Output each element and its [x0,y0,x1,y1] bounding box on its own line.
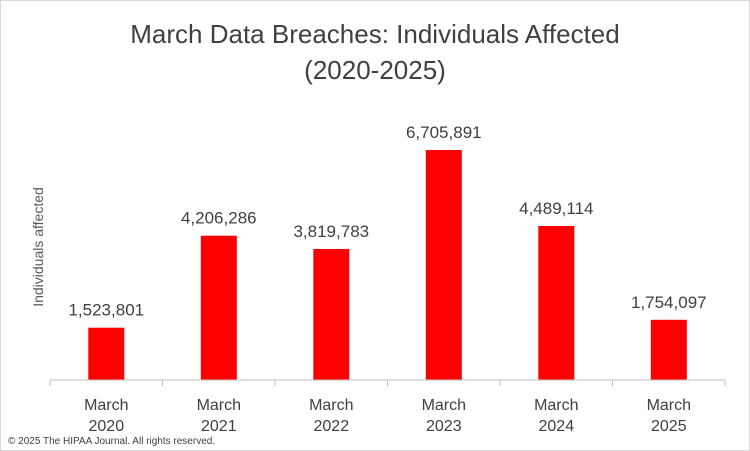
data-label-5: 1,754,097 [631,293,707,312]
data-label-1: 4,206,286 [181,209,257,228]
x-tick-label-2-line-0: March [309,397,353,414]
x-tick-label-0-line-1: 2020 [89,418,125,435]
data-label-0: 1,523,801 [68,301,144,320]
chart-title-line-2: (2020-2025) [304,55,446,85]
data-label-3: 6,705,891 [406,123,482,142]
x-tick-label-1-line-0: March [197,397,241,414]
bar-4 [538,226,575,380]
data-label-4: 4,489,114 [519,199,593,218]
x-tick-label-3-line-0: March [422,397,466,414]
x-tick-label-5-line-0: March [647,397,691,414]
chart-title-line-1: March Data Breaches: Individuals Affecte… [130,19,620,49]
copyright-notice: © 2025 The HIPAA Journal. All rights res… [8,436,216,447]
x-tick-label-1: March 2021 [197,397,241,435]
bar-1 [200,235,237,380]
x-tick-label-3-line-1: 2023 [426,418,462,435]
x-tick-label-4-line-1: 2024 [539,418,575,435]
x-tick-label-2: March 2022 [309,397,353,435]
x-tick-label-0-line-0: March [84,397,128,414]
chart-title: March Data Breaches: Individuals Affecte… [0,16,750,88]
data-label-2: 3,819,783 [293,222,369,241]
bar-5 [650,319,687,380]
x-tick-label-5: March 2025 [647,397,691,435]
x-tick-label-3: March 2023 [422,397,466,435]
bar-2 [313,249,350,380]
x-tick-label-2-line-1: 2022 [314,418,350,435]
x-tick-label-1-line-1: 2021 [201,418,237,435]
x-tick-label-5-line-1: 2025 [651,418,687,435]
x-tick-label-4-line-0: March [534,397,578,414]
bar-0 [88,327,125,380]
x-tick-label-4: March 2024 [534,397,578,435]
x-tick-label-0: March 2020 [84,397,128,435]
bar-3 [425,150,462,380]
